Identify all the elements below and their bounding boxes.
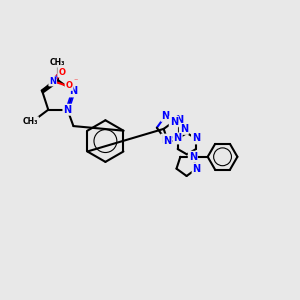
- Text: +: +: [54, 74, 59, 80]
- Text: N: N: [161, 111, 169, 121]
- Text: CH₃: CH₃: [23, 117, 38, 126]
- Text: N: N: [192, 134, 200, 143]
- Text: N: N: [193, 164, 201, 174]
- Text: O: O: [66, 81, 73, 90]
- Text: N: N: [164, 136, 172, 146]
- Text: ⁻: ⁻: [74, 76, 78, 85]
- Text: N: N: [174, 134, 182, 143]
- Text: N: N: [180, 124, 188, 134]
- Text: N: N: [49, 76, 56, 85]
- Text: CH₃: CH₃: [50, 58, 66, 67]
- Text: N: N: [63, 105, 71, 115]
- Text: N: N: [69, 86, 77, 96]
- Text: O: O: [58, 68, 65, 76]
- Text: N: N: [161, 135, 169, 145]
- Text: N: N: [170, 117, 178, 127]
- Text: N: N: [176, 116, 184, 125]
- Text: N: N: [189, 152, 197, 162]
